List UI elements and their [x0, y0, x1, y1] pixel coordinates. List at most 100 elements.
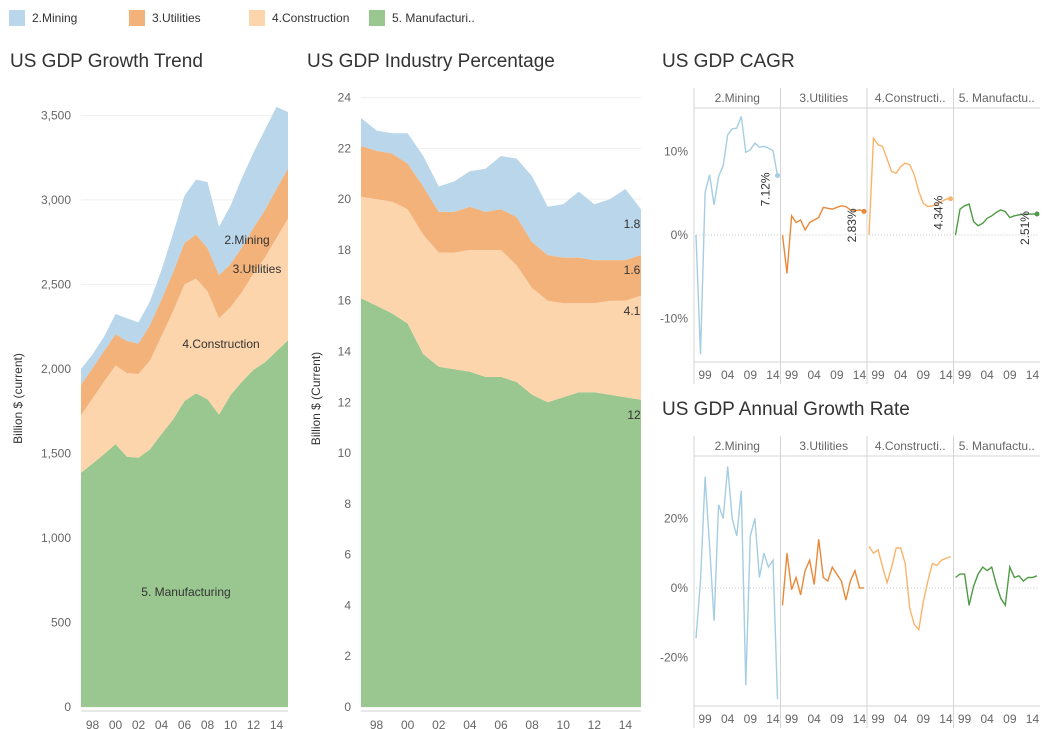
legend-label-manufacturing: 5. Manufacturi..	[392, 11, 475, 25]
legend-item-manufacturing[interactable]: 5. Manufacturi..	[369, 9, 475, 27]
annual-x-tick-label: 14	[853, 712, 867, 726]
cagr-line-manufacturing	[954, 203, 1038, 236]
annual-x-tick-label: 04	[981, 712, 995, 726]
trend-area-construction	[81, 218, 288, 473]
legend-item-utilities[interactable]: 3.Utilities	[129, 9, 201, 27]
percentage-chart-title: US GDP Industry Percentage	[307, 51, 555, 72]
percentage-x-tick-label: 14	[619, 718, 633, 729]
annual-x-tick-label: 99	[958, 712, 972, 726]
legend-swatch-mining	[9, 10, 25, 26]
cagr-end-label-construction: 4.34%	[932, 195, 946, 229]
percentage-y-tick-label: 10	[338, 446, 352, 460]
legend-label-mining: 2.Mining	[32, 11, 78, 25]
trend-y-tick-label: 1,500	[41, 446, 71, 460]
cagr-x-tick-label: 14	[1026, 368, 1040, 382]
annual-chart: -20% 0% 20% 2.Mining 99 04 09 14 3.Utilities 99 04…	[660, 436, 1040, 728]
legend-swatch-manufacturing	[369, 10, 385, 26]
percentage-x-tick-label: 00	[401, 718, 415, 729]
trend-y-axis-label: Billion $ (current)	[11, 353, 25, 444]
annual-x-tick-label: 99	[871, 712, 885, 726]
trend-y-tick-label: 2,000	[41, 362, 71, 376]
percentage-y-tick-label: 22	[338, 141, 352, 155]
percentage-y-tick-label: 8	[344, 497, 351, 511]
percentage-end-value-label: 12	[627, 408, 641, 422]
percentage-y-tick-label: 18	[338, 243, 352, 257]
annual-line-manufacturing	[955, 564, 1038, 608]
cagr-line-construction	[868, 135, 951, 236]
percentage-x-tick-label: 10	[557, 718, 571, 729]
annual-x-tick-label: 09	[830, 712, 844, 726]
annual-line-mining	[695, 466, 779, 700]
trend-chart: 0 500 1,000 1,500 2,000 2,500 3,000 3,500 98 00 02…	[11, 106, 288, 729]
cagr-x-tick-label: 99	[958, 368, 972, 382]
legend-swatch-construction	[249, 10, 265, 26]
cagr-x-tick-label: 04	[721, 368, 735, 382]
trend-x-tick-label: 06	[178, 718, 192, 729]
cagr-end-point-manufacturing	[1034, 211, 1040, 217]
trend-x-tick-label: 10	[224, 718, 238, 729]
percentage-area-construction	[361, 196, 641, 403]
trend-area-mining	[81, 106, 288, 386]
annual-x-tick-label: 99	[785, 712, 799, 726]
cagr-x-tick-label: 14	[853, 368, 867, 382]
annual-x-tick-label: 04	[808, 712, 822, 726]
cagr-panel-header-utilities: 3.Utilities	[799, 91, 848, 105]
annual-panel-header-utilities: 3.Utilities	[799, 439, 848, 453]
trend-x-tick-label: 14	[270, 718, 284, 729]
cagr-x-tick-label: 14	[766, 368, 780, 382]
cagr-line-utilities	[781, 205, 865, 274]
percentage-x-tick-label: 12	[588, 718, 602, 729]
percentage-y-tick-label: 20	[338, 192, 352, 206]
annual-panel-header-manufacturing: 5. Manufactu..	[959, 439, 1035, 453]
percentage-area-utilities	[361, 145, 641, 304]
cagr-panel-header-manufacturing: 5. Manufactu..	[959, 91, 1035, 105]
trend-x-tick-label: 08	[201, 718, 215, 729]
legend-item-construction[interactable]: 4.Construction	[249, 9, 349, 27]
percentage-y-tick-label: 6	[344, 548, 351, 562]
percentage-x-tick-label: 02	[432, 718, 446, 729]
legend-item-mining[interactable]: 2.Mining	[9, 9, 77, 27]
annual-y-tick-label: 20%	[664, 512, 688, 526]
cagr-x-tick-label: 99	[785, 368, 799, 382]
cagr-end-label-mining: 7.12%	[759, 172, 773, 206]
percentage-end-value-label: 1.8	[624, 217, 641, 231]
cagr-y-tick-label: 10%	[664, 144, 688, 158]
percentage-end-value-label: 4.1	[624, 304, 641, 318]
cagr-chart: -10% 0% 10% 2.Mining 99 04 09 14 7.12% 3.Utilitie…	[660, 88, 1040, 384]
trend-area-label: 5. Manufacturing	[141, 585, 230, 599]
percentage-y-tick-label: 14	[338, 345, 352, 359]
annual-x-tick-label: 09	[917, 712, 931, 726]
trend-y-tick-label: 500	[51, 615, 71, 629]
trend-chart-title: US GDP Growth Trend	[10, 51, 203, 72]
cagr-end-point-construction	[948, 196, 953, 202]
annual-line-utilities	[781, 539, 864, 606]
percentage-y-tick-label: 0	[344, 700, 351, 714]
legend-label-utilities: 3.Utilities	[152, 11, 201, 25]
percentage-y-tick-label: 12	[338, 395, 352, 409]
cagr-end-label-utilities: 2.83%	[845, 208, 859, 242]
percentage-area-mining	[361, 117, 641, 261]
cagr-x-tick-label: 09	[830, 368, 844, 382]
trend-area-label: 4.Construction	[182, 337, 259, 351]
cagr-panel-header-construction: 4.Constructi..	[875, 91, 946, 105]
cagr-chart-title: US GDP CAGR	[662, 51, 795, 72]
annual-x-tick-label: 14	[939, 712, 953, 726]
percentage-x-tick-label: 08	[525, 718, 539, 729]
cagr-x-tick-label: 99	[871, 368, 885, 382]
percentage-x-tick-label: 06	[494, 718, 508, 729]
cagr-line-mining	[695, 116, 779, 355]
annual-panel-header-construction: 4.Constructi..	[875, 439, 946, 453]
trend-x-tick-label: 98	[86, 718, 100, 729]
annual-chart-title: US GDP Annual Growth Rate	[662, 399, 910, 420]
annual-x-tick-label: 04	[721, 712, 735, 726]
percentage-y-tick-label: 4	[344, 598, 351, 612]
cagr-x-tick-label: 04	[894, 368, 908, 382]
annual-x-tick-label: 99	[698, 712, 712, 726]
percentage-y-axis-label: Billion $ (Current)	[309, 352, 323, 445]
legend: 2.Mining 3.Utilities 4.Construction 5. M…	[0, 0, 1047, 36]
cagr-x-tick-label: 99	[698, 368, 712, 382]
cagr-y-tick-label: -10%	[660, 312, 688, 326]
percentage-y-tick-label: 16	[338, 294, 352, 308]
